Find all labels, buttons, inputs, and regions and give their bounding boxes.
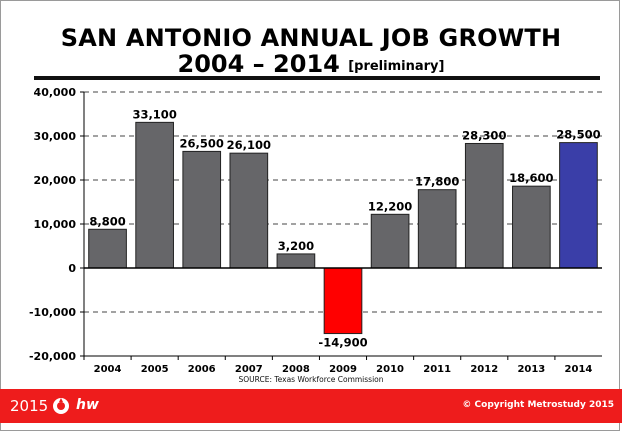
y-tick-label: 40,000 [34,86,77,99]
x-tick-label: 2012 [470,364,498,375]
bar [276,253,316,269]
x-tick-label: 2014 [565,364,593,375]
footer-year: 2015 [10,397,49,415]
chart-preliminary-note: [preliminary] [348,59,445,74]
data-label: 33,100 [132,107,176,121]
x-tick-label: 2008 [282,364,310,375]
data-label: 18,600 [509,171,553,185]
data-label: 12,200 [368,199,412,213]
bar [512,185,551,269]
copyright-notice: © Copyright Metrostudy 2015 [462,400,614,410]
title-rule [34,76,600,80]
bar [323,267,363,335]
y-tick-label: 30,000 [34,130,77,143]
y-tick-label: -20,000 [29,350,76,363]
copyright-symbol: © [462,400,472,410]
bar [182,150,222,269]
y-tick-label: 10,000 [34,218,77,231]
chart-subtitle: 2004 – 2014 [preliminary] [0,50,622,78]
x-tick-label: 2005 [141,364,169,375]
data-label: -14,900 [318,336,367,350]
data-label: 17,800 [415,175,459,189]
y-tick-label: 20,000 [34,174,77,187]
footer-bar: 2015 hw © Copyright Metrostudy 2015 [0,389,622,423]
y-tick-label: -10,000 [29,306,76,319]
bar [135,121,174,269]
bar [370,213,410,269]
data-label: 26,100 [227,138,271,152]
data-label: 8,800 [89,214,125,228]
x-tick-label: 2007 [235,364,263,375]
chart-title: SAN ANTONIO ANNUAL JOB GROWTH [60,24,562,52]
chart-year-range: 2004 – 2014 [177,50,340,78]
data-label: 28,500 [556,128,600,142]
x-tick-label: 2011 [423,364,451,375]
bar [88,228,127,269]
data-label: 3,200 [278,239,314,253]
data-label: 26,500 [180,136,224,150]
x-tick-label: 2013 [517,364,545,375]
x-tick-label: 2004 [94,364,122,375]
x-tick-label: 2009 [329,364,357,375]
bar [417,189,457,269]
copyright-text: Copyright Metrostudy 2015 [474,400,614,410]
x-tick-label: 2006 [188,364,216,375]
bar [229,152,269,269]
brand-logo-icon [53,398,69,414]
data-label: 28,300 [462,128,506,142]
bar [559,142,598,269]
brand-logo-text: hw [76,397,99,413]
source-note: SOURCE: Texas Workforce Commission [238,375,384,384]
x-tick-label: 2010 [376,364,404,375]
y-tick-label: 0 [68,262,76,275]
bar [464,142,504,269]
